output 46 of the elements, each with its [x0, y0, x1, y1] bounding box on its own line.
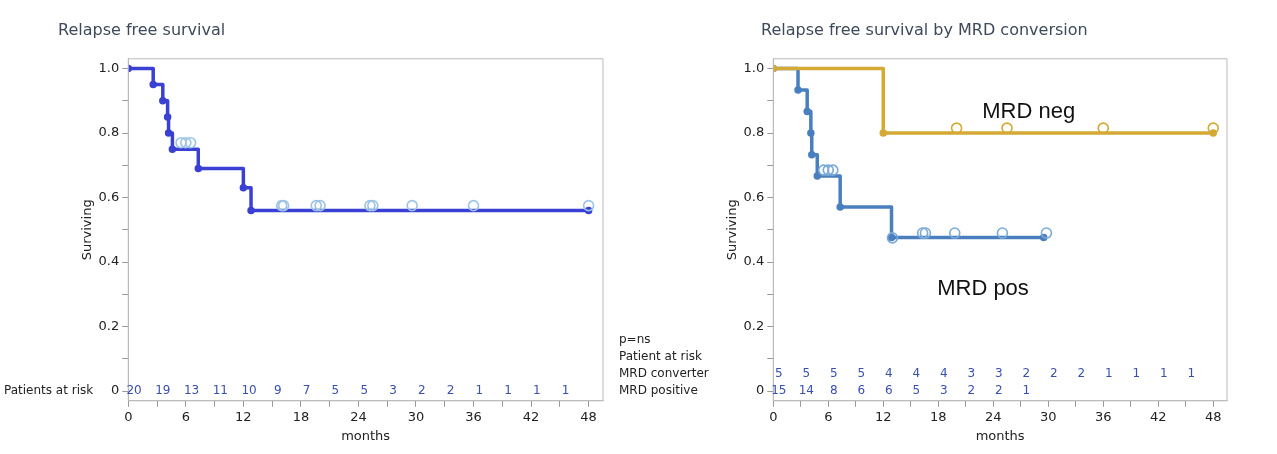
y-tick-label: 0.2 [98, 317, 120, 333]
x-tick-label: 0 [124, 408, 133, 424]
x-tick-label: 48 [580, 408, 597, 424]
text: Patient at risk [619, 349, 702, 364]
y-tick-label: 0 [755, 382, 765, 398]
series-label: MRD pos [937, 274, 1029, 300]
y-tick-label: 0.6 [98, 188, 120, 204]
y-tick-label: 0.4 [743, 253, 765, 269]
text: 20 19 13 11 10 9 7 5 5 3 2 2 1 1 1 1 [126, 383, 570, 398]
x-tick-label: 30 [407, 408, 425, 424]
x-tick-label: 24 [350, 408, 367, 424]
text: 5 5 5 5 4 4 4 3 3 2 2 2 1 1 1 1 [774, 366, 1196, 381]
x-tick-label: 48 [1204, 408, 1222, 424]
x-tick-label: 24 [984, 408, 1002, 424]
x-tick-label: 42 [522, 408, 540, 424]
x-tick-label: 12 [235, 408, 252, 424]
text: Patients at risk [4, 383, 94, 398]
series-label: MRD neg [982, 98, 1076, 124]
y-tick-label: 0 [110, 382, 120, 398]
y-tick-label: 0.2 [743, 317, 765, 333]
y-tick-label: 0.6 [743, 188, 765, 204]
text: 15 14 8 6 6 5 3 2 2 1 [771, 383, 1031, 398]
x-tick-label: 30 [1039, 408, 1057, 424]
x-tick-label: 12 [874, 408, 892, 424]
text: p=ns [619, 332, 651, 347]
x-tick-label: 36 [1094, 408, 1112, 424]
text: MRD converter [619, 366, 709, 381]
x-tick-label: 0 [769, 408, 778, 424]
y-tick-label: 0.4 [98, 253, 120, 269]
y-axis-title: Surviving [724, 199, 740, 261]
x-tick-label: 42 [1149, 408, 1167, 424]
chart-title: Relapse free survival [58, 20, 226, 39]
y-tick-label: 0.8 [98, 124, 120, 140]
y-tick-label: 0.8 [743, 124, 765, 140]
y-axis-title: Surviving [79, 199, 95, 261]
x-tick-label: 18 [929, 408, 947, 424]
chart-title: Relapse free survival by MRD conversion [761, 20, 1088, 39]
text: MRD positive [619, 383, 698, 398]
x-axis-title: months [975, 427, 1025, 443]
x-tick-label: 18 [292, 408, 310, 424]
x-axis-title: months [341, 427, 391, 443]
x-tick-label: 6 [181, 408, 190, 424]
x-tick-label: 6 [824, 408, 833, 424]
x-tick-label: 36 [465, 408, 482, 424]
y-tick-label: 1.0 [98, 59, 120, 75]
y-tick-label: 1.0 [743, 59, 765, 75]
